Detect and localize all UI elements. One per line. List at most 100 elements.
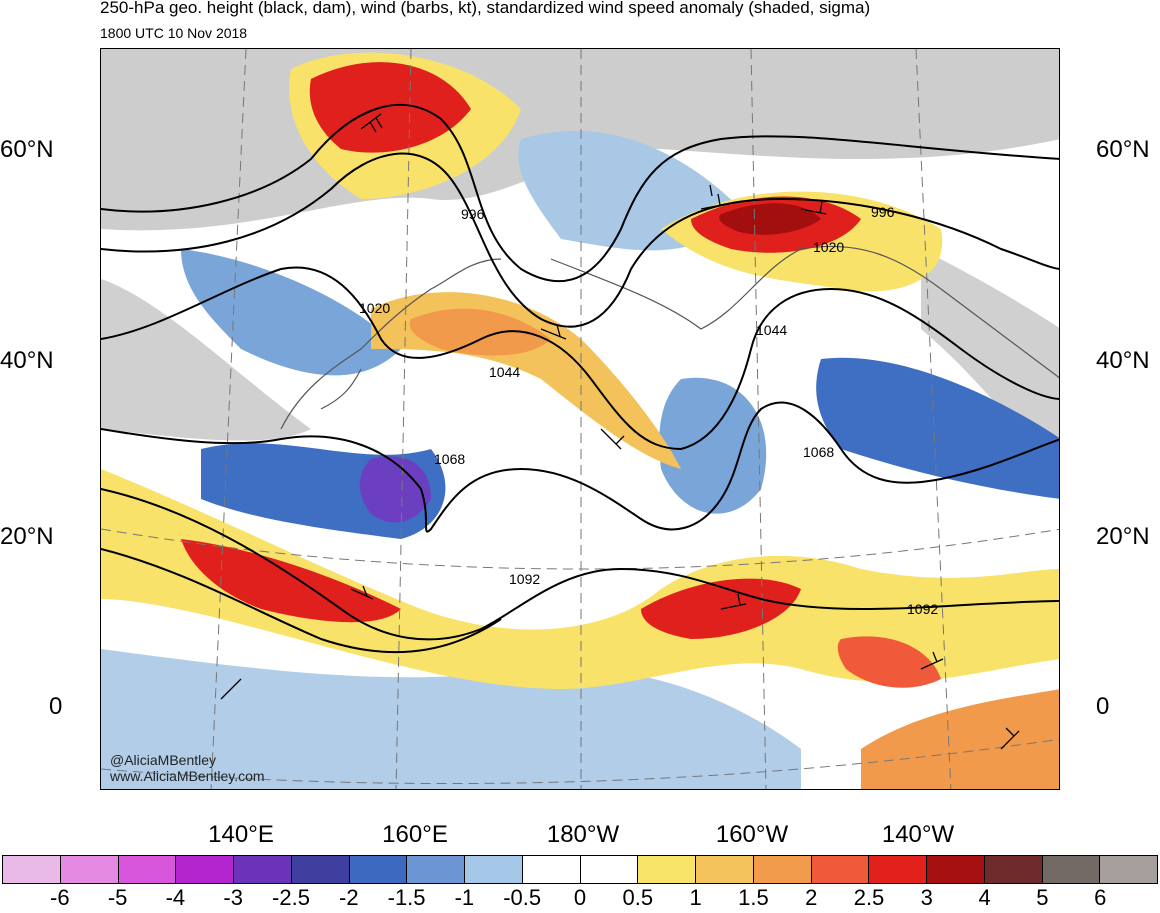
blue-anomaly-west [181, 249, 401, 376]
wind-barb [360, 113, 383, 133]
lat-label-left: 40°N [0, 347, 54, 374]
contour-1092 [101, 488, 1059, 641]
colorbar-tick-label: 2.5 [853, 885, 885, 910]
colorbar-swatch [349, 856, 408, 883]
colorbar-tick-label: -3 [223, 885, 243, 910]
wind-barb [600, 428, 625, 450]
height-contours [101, 103, 1059, 654]
colorbar-swatch [696, 856, 754, 883]
meridian-140e [210, 49, 247, 789]
contour-label-group: 996 996 1020 1020 1044 1044 1068 1068 10… [359, 204, 938, 617]
yellow-anomaly-subtropical [101, 469, 1059, 689]
colorbar-tick-label: 0 [573, 885, 587, 910]
colorbar-tick-label: -2 [339, 885, 359, 910]
wind-barb [1000, 727, 1020, 750]
wind-barb [700, 184, 727, 210]
credit-site: www.AliciaMBentley.com [110, 768, 265, 784]
colorbar-tick-label: -5 [107, 885, 128, 910]
contour-label: 1020 [359, 300, 390, 316]
coastline-japan [320, 368, 362, 410]
parallel-20n [101, 528, 1059, 570]
lon-label: 180°W [546, 821, 620, 848]
blue-anomaly-central [659, 377, 767, 514]
colorbar-tick-label: 6 [1094, 885, 1107, 910]
contour-label: 1092 [907, 601, 938, 617]
colorbar-swatch [984, 856, 1043, 883]
contour-1068 [101, 401, 1059, 533]
contour-label: 1068 [803, 444, 834, 460]
colorbar-tick-label: -6 [50, 885, 70, 910]
lon-label: 140°E [208, 821, 274, 848]
colorbar-tick-label: -2.5 [272, 885, 310, 910]
purple-anomaly-core [359, 456, 431, 523]
wind-barb [920, 651, 944, 670]
contour-label: 1092 [509, 571, 540, 587]
lon-label: 140°W [881, 821, 955, 848]
contour-996 [101, 103, 1059, 283]
map-title: 250-hPa geo. height (black, dam), wind (… [100, 0, 871, 17]
colorbar-swatch [291, 856, 350, 883]
contour-label: 1020 [813, 239, 844, 255]
meridian-140w [915, 49, 952, 789]
map-panel: 996 996 1020 1020 1044 1044 1068 1068 10… [100, 48, 1060, 790]
lat-label-right: 40°N [1096, 347, 1150, 374]
lon-label: 160°W [715, 821, 789, 848]
colorbar-tick-label: 0.5 [622, 885, 654, 910]
contour-label: 1044 [756, 322, 787, 338]
colorbar-swatch [3, 856, 61, 883]
gray-anomaly-east [921, 249, 1059, 468]
contour-label: 1044 [489, 364, 520, 380]
wind-barb [540, 324, 567, 340]
colorbar-swatch [927, 856, 985, 883]
colorbar-swatch [638, 856, 696, 883]
contour-label: 996 [871, 204, 895, 220]
coastline-asia [280, 258, 502, 430]
blue-anomaly-south [101, 649, 801, 789]
coastline-north-america [940, 288, 1059, 379]
colorbar-swatch [1100, 856, 1157, 883]
contour-label: 1068 [434, 451, 465, 467]
colorbar-tick-label: 4 [978, 885, 991, 910]
orange-anomaly-ridge-west [409, 308, 551, 356]
colorbar-swatch [234, 856, 292, 883]
colorbar [2, 855, 1158, 884]
anomaly-shading [101, 49, 1059, 789]
colorbar-swatch [580, 856, 639, 883]
colorbar-swatch [118, 856, 177, 883]
wind-barb [800, 201, 827, 215]
colorbar-tick-label: 5 [1036, 885, 1049, 910]
colorbar-tick-label: -1 [454, 885, 475, 910]
lon-label: 160°E [382, 821, 448, 848]
graticule [101, 49, 1059, 789]
contour-1116 [101, 548, 502, 654]
meridian-160w [750, 49, 767, 789]
colorbar-swatch [869, 856, 927, 883]
contour-1020 [101, 152, 1059, 328]
credit-handle: @AliciaMBentley [110, 752, 217, 768]
colorbar-swatch [753, 856, 812, 883]
lat-label-left: 20°N [0, 523, 54, 550]
map-canvas: 996 996 1020 1020 1044 1044 1068 1068 10… [101, 49, 1059, 789]
parallel-0 [101, 738, 1059, 785]
wind-barb [720, 593, 747, 610]
lat-label-right: 20°N [1096, 523, 1150, 550]
colorbar-swatch [1042, 856, 1101, 883]
colorbar-swatch [60, 856, 119, 883]
contour-label: 996 [461, 206, 485, 222]
gray-anomaly-west [101, 279, 311, 441]
contour-1044-west [101, 266, 1059, 451]
lat-label-left: 60°N [0, 136, 54, 163]
lat-label-right: 0 [1096, 693, 1110, 720]
colorbar-swatch [465, 856, 523, 883]
colorbar-swatch [407, 856, 465, 883]
lat-label-right: 60°N [1096, 136, 1150, 163]
colorbar-tick-label: -0.5 [503, 885, 542, 910]
red-anomaly-subtropical-west [181, 539, 401, 623]
darkred-anomaly-jet-east [719, 203, 821, 235]
colorbar-swatch [522, 856, 581, 883]
wind-barb [350, 585, 374, 600]
coastlines [280, 245, 1059, 430]
colorbar-tick-label: 3 [920, 885, 933, 910]
colorbar-tick-label: 1 [689, 885, 702, 910]
orange-anomaly-southeast [861, 689, 1059, 789]
